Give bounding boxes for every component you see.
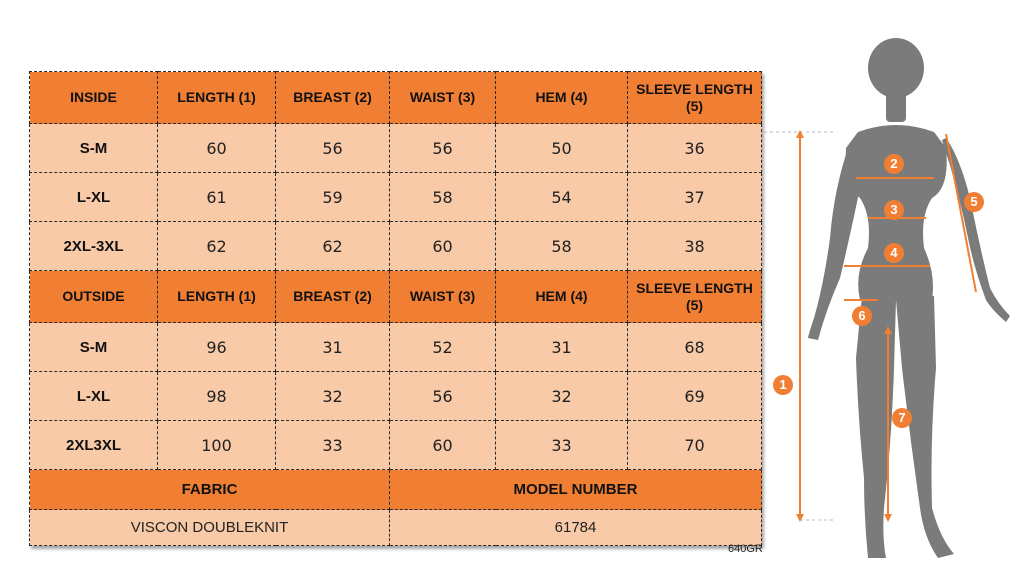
breast-value: 56 [275,123,390,173]
fabric-value-row: VISCON DOUBLEKNIT 61784 [29,509,762,546]
sleeve-length-value: 69 [627,371,762,421]
marker-waist: 3 [884,200,904,220]
body-silhouette-icon [764,38,1010,558]
table-row: 2XL3XL 100 33 60 33 70 [29,420,762,470]
model-number-label: MODEL NUMBER [389,469,762,510]
length-header: LENGTH (1) [157,71,276,124]
waist-value: 58 [389,172,496,222]
size-label: S-M [29,123,158,173]
fabric-value: VISCON DOUBLEKNIT [29,509,390,546]
hem-value: 31 [495,322,628,372]
inside-header-row: INSIDE LENGTH (1) BREAST (2) WAIST (3) H… [29,71,762,124]
silhouette-shape [808,38,1010,558]
breast-value: 33 [275,420,390,470]
size-label: S-M [29,322,158,372]
marker-6: 6 [852,306,872,326]
hem-header: HEM (4) [495,71,628,124]
sleeve-length-header: SLEEVE LENGTH (5) [627,71,762,124]
waist-value: 60 [389,420,496,470]
hem-value: 54 [495,172,628,222]
measurement-lines [799,133,977,518]
outside-section-label: OUTSIDE [29,270,158,323]
waist-value: 60 [389,221,496,271]
waist-header: WAIST (3) [389,270,496,323]
marker-breast: 2 [884,154,904,174]
length-header: LENGTH (1) [157,270,276,323]
sleeve-length-value: 38 [627,221,762,271]
size-label: L-XL [29,371,158,421]
sleeve-length-value: 37 [627,172,762,222]
length-value: 61 [157,172,276,222]
sleeve-length-value: 68 [627,322,762,372]
hem-value: 32 [495,371,628,421]
waist-value: 56 [389,371,496,421]
fabric-header-row: FABRIC MODEL NUMBER [29,469,762,510]
fabric-label: FABRIC [29,469,390,510]
waist-value: 52 [389,322,496,372]
table-row: 2XL-3XL 62 62 60 58 38 [29,221,762,271]
size-label: 2XL3XL [29,420,158,470]
sleeve-length-value: 36 [627,123,762,173]
sleeve-length-value: 70 [627,420,762,470]
table-row: L-XL 98 32 56 32 69 [29,371,762,421]
length-value: 96 [157,322,276,372]
length-value: 60 [157,123,276,173]
length-value: 100 [157,420,276,470]
outside-header-row: OUTSIDE LENGTH (1) BREAST (2) WAIST (3) … [29,270,762,323]
marker-length: 1 [773,375,793,395]
length-value: 62 [157,221,276,271]
breast-header: BREAST (2) [275,71,390,124]
inside-section-label: INSIDE [29,71,158,124]
model-number-value: 61784 [389,509,762,546]
size-label: L-XL [29,172,158,222]
breast-value: 59 [275,172,390,222]
length-value: 98 [157,371,276,421]
marker-7: 7 [892,408,912,428]
waist-value: 56 [389,123,496,173]
hem-header: HEM (4) [495,270,628,323]
sleeve-length-header: SLEEVE LENGTH (5) [627,270,762,323]
breast-header: BREAST (2) [275,270,390,323]
breast-value: 32 [275,371,390,421]
marker-hem: 4 [884,243,904,263]
size-chart-table: INSIDE LENGTH (1) BREAST (2) WAIST (3) H… [29,71,762,546]
hem-value: 58 [495,221,628,271]
measurement-figure: 1 2 3 4 5 6 7 [760,38,1024,577]
marker-sleeve-length: 5 [964,192,984,212]
arrowheads [796,130,892,522]
hem-value: 33 [495,420,628,470]
model-code: 640GR [728,543,763,555]
breast-value: 62 [275,221,390,271]
hem-value: 50 [495,123,628,173]
waist-header: WAIST (3) [389,71,496,124]
table-row: L-XL 61 59 58 54 37 [29,172,762,222]
table-row: S-M 96 31 52 31 68 [29,322,762,372]
breast-value: 31 [275,322,390,372]
size-label: 2XL-3XL [29,221,158,271]
table-row: S-M 60 56 56 50 36 [29,123,762,173]
